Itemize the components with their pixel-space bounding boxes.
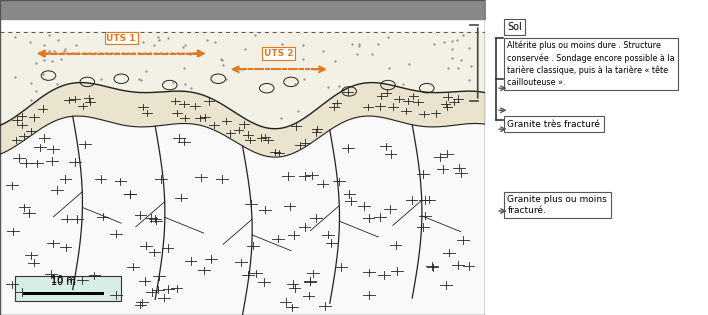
Text: UTS 1: UTS 1 <box>106 33 136 43</box>
Text: Granite très fracturé: Granite très fracturé <box>507 120 600 129</box>
Text: Altérite plus ou moins dure . Structure
conservée . Sondage encore possible à la: Altérite plus ou moins dure . Structure … <box>507 41 675 87</box>
Text: UTS 2: UTS 2 <box>264 49 294 58</box>
Text: Granite plus ou moins
fracturé.: Granite plus ou moins fracturé. <box>507 195 607 215</box>
Text: 10 m: 10 m <box>50 277 76 287</box>
Text: 10 m: 10 m <box>50 275 76 285</box>
FancyBboxPatch shape <box>15 276 121 301</box>
Text: Sol: Sol <box>507 22 522 32</box>
